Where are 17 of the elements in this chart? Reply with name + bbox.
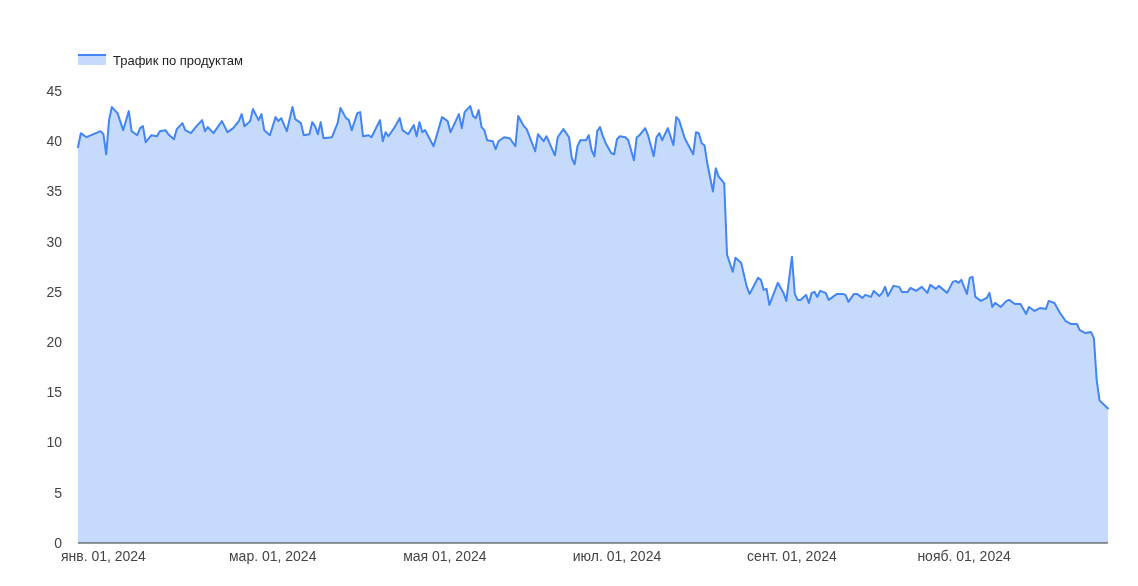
x-tick-label: сент. 01, 2024 — [747, 548, 837, 564]
y-tick-label: 40 — [46, 133, 63, 150]
y-tick-label: 20 — [46, 334, 63, 351]
legend-label: Трафик по продуктам — [113, 52, 243, 68]
y-tick-label: 30 — [46, 233, 63, 250]
x-tick-label: мая 01, 2024 — [403, 548, 487, 564]
x-tick-label: нояб. 01, 2024 — [917, 548, 1011, 564]
x-tick-label: янв. 01, 2024 — [60, 548, 147, 564]
y-tick-label: 35 — [46, 183, 63, 200]
x-tick-label: июл. 01, 2024 — [572, 548, 662, 564]
y-tick-label: 45 — [46, 82, 63, 99]
y-tick-label: 25 — [46, 283, 63, 300]
y-tick-label: 0 — [54, 534, 63, 551]
y-tick-label: 10 — [46, 434, 63, 451]
x-tick-label: мар. 01, 2024 — [228, 548, 317, 564]
y-tick-label: 15 — [46, 384, 63, 401]
y-tick-label: 5 — [54, 484, 63, 501]
